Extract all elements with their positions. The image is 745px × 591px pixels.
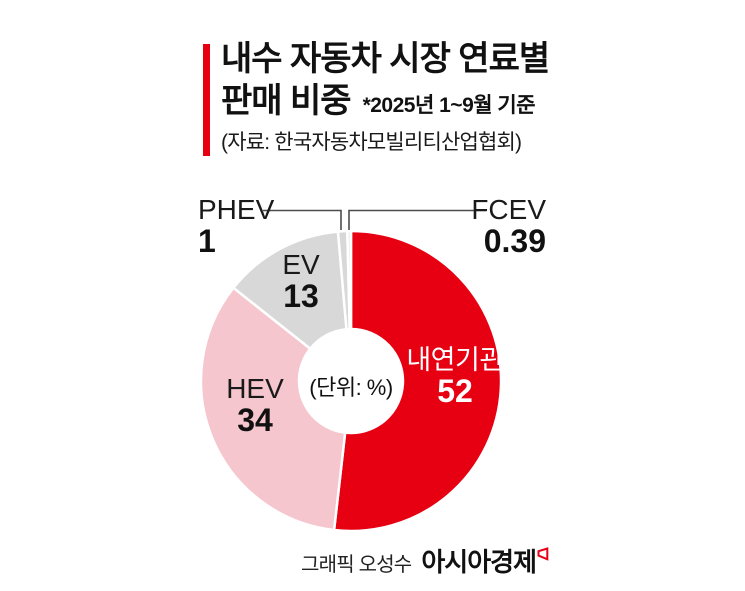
label-ice-name: 내연기관 — [406, 345, 504, 375]
label-phev-name: PHEV — [198, 194, 275, 225]
label-ice: 내연기관 52 — [401, 345, 509, 407]
label-ev-name: EV — [282, 249, 320, 280]
label-fcev: FCEV 0.39 — [471, 194, 546, 259]
label-hev: HEV 34 — [211, 373, 299, 438]
page-title-line1: 내수 자동차 시장 연료별 — [221, 40, 550, 78]
donut-slice-FCEV — [346, 229, 353, 331]
fcev-leader-line — [348, 209, 486, 230]
brand-logo: 아시아경제 — [421, 542, 549, 579]
footer-credit: 그래픽 오성수 아시아경제 — [0, 542, 549, 579]
brand-logo-mark-icon — [537, 547, 549, 566]
donut-slice-내연기관 — [332, 229, 503, 533]
header: 내수 자동차 시장 연료별 판매 비중 *2025년 1~9월 기준 (자료: … — [221, 38, 550, 156]
page-title-line2: 판매 비중 — [221, 82, 352, 120]
donut-slices — [199, 229, 503, 533]
phev-leader-line — [263, 209, 342, 230]
label-fcev-name: FCEV — [471, 194, 546, 225]
unit-note: (단위: %) — [309, 375, 393, 400]
graphic-credit: 그래픽 오성수 — [301, 554, 412, 576]
label-ev: EV 13 — [266, 249, 336, 314]
label-hev-name: HEV — [226, 373, 284, 404]
label-phev: PHEV 1 — [198, 194, 275, 259]
label-ev-value: 13 — [283, 278, 319, 314]
label-ice-value: 52 — [437, 373, 473, 409]
brand-logo-text: 아시아경제 — [421, 547, 537, 577]
period-note: *2025년 1~9월 기준 — [362, 94, 536, 117]
label-fcev-value: 0.39 — [483, 223, 546, 259]
label-phev-value: 1 — [198, 223, 216, 259]
title-accent-bar — [203, 44, 210, 156]
source-note: (자료: 한국자동차모빌리티산업협회) — [221, 131, 522, 154]
label-hev-value: 34 — [237, 402, 273, 438]
